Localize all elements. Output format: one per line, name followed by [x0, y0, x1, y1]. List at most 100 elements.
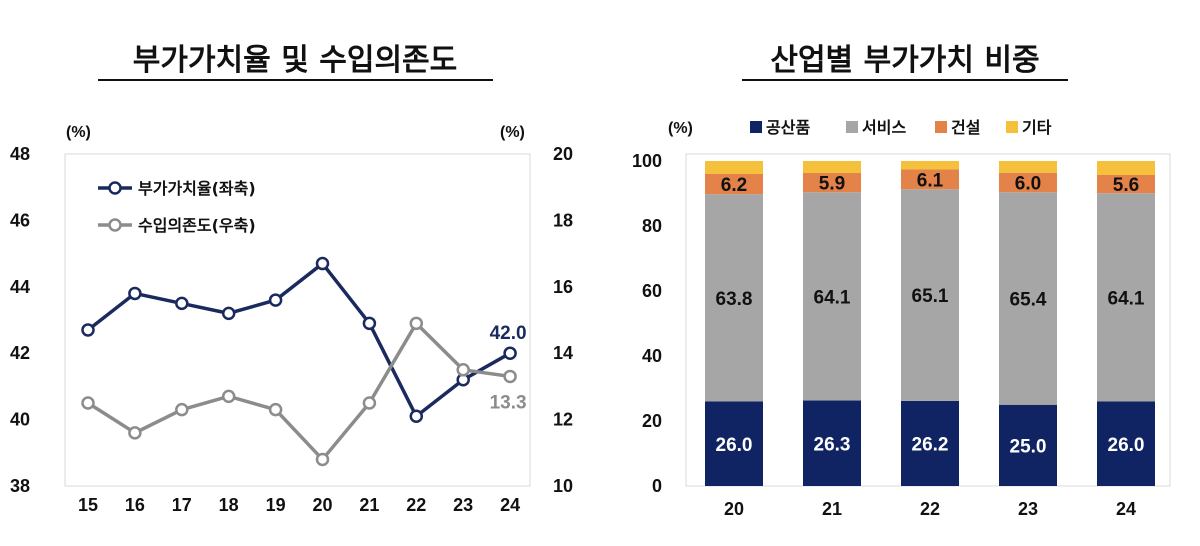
series-1-point — [128, 286, 142, 301]
line-x-tick-label: 22 — [406, 495, 426, 515]
legend-label: 수입의존도(우축) — [138, 216, 256, 235]
line-right-axis-ticks: 10 12 14 16 18 20 — [553, 144, 573, 496]
bar-x-tick-label: 21 — [822, 499, 842, 519]
line-left-tick-label: 44 — [10, 277, 30, 297]
legend-label: 부가가치율(좌축) — [138, 179, 256, 198]
legend-marker — [108, 218, 122, 232]
series-1-point — [409, 409, 424, 424]
series-1-point — [503, 346, 517, 360]
bar-segment-건설 — [803, 173, 861, 193]
bar-chart-title: 산업별 부가가치 비중 — [770, 43, 1039, 78]
legend-swatch — [750, 121, 762, 133]
legend-swatch — [1006, 121, 1018, 133]
line-left-tick-label: 42 — [10, 343, 30, 363]
line-left-tick-label: 40 — [10, 410, 30, 430]
bar-segment-공산품 — [803, 400, 861, 486]
bar-segment-기타 — [1097, 161, 1155, 175]
bar-segment-건설 — [705, 174, 763, 195]
bar-segment-label: 6.0 — [1015, 173, 1041, 194]
bar-segment-label: 26.0 — [1108, 435, 1145, 456]
bar-segment-label: 26.3 — [814, 434, 851, 455]
line-right-tick-label: 10 — [553, 476, 573, 496]
line-x-tick-label: 15 — [78, 495, 98, 515]
line-x-tick-label: 24 — [500, 495, 520, 515]
bar-segment-label: 64.1 — [1108, 288, 1145, 309]
bar-y-tick-label: 20 — [642, 411, 662, 431]
bar-segment-label: 6.2 — [721, 175, 747, 196]
bar-segment-label: 5.6 — [1113, 175, 1139, 196]
legend-label: 건설 — [951, 118, 980, 137]
legend-swatch — [935, 121, 947, 133]
bar-x-tick-label: 23 — [1018, 499, 1038, 519]
line-legend: 부가가치율(좌축) 수입의존도(우축) — [98, 179, 256, 235]
bar-x-axis-ticks: 20 21 22 23 24 — [724, 499, 1136, 519]
bar-segment-label: 5.9 — [819, 174, 845, 195]
bar-segment-기타 — [999, 161, 1057, 173]
series-1-end-label: 42.0 — [490, 323, 527, 344]
line-chart-title: 부가가치율 및 수입의존도 — [133, 43, 458, 78]
line-right-tick-label: 18 — [553, 210, 573, 230]
series-2-point — [221, 389, 236, 404]
series-2-point — [268, 402, 283, 417]
bar-segment-label: 65.1 — [912, 286, 949, 307]
series-1-point — [81, 323, 95, 337]
bar-segment-서비스 — [1097, 193, 1155, 402]
bar-x-tick-label: 20 — [724, 499, 744, 519]
series-2-point — [456, 363, 470, 377]
line-x-tick-label: 21 — [359, 495, 379, 515]
series-1-point — [221, 306, 236, 321]
bar-x-tick-label: 22 — [920, 499, 940, 519]
line-x-tick-label: 19 — [266, 495, 286, 515]
series-2-point — [81, 396, 95, 410]
series-1-point — [315, 256, 330, 271]
line-left-tick-label: 46 — [10, 210, 30, 230]
line-x-axis-ticks: 15 16 17 18 19 20 21 22 23 24 — [78, 495, 520, 515]
bar-x-tick-label: 24 — [1116, 499, 1136, 519]
bar-segment-건설 — [1097, 174, 1155, 194]
bar-y-tick-label: 40 — [642, 346, 662, 366]
bar-segment-공산품 — [901, 400, 959, 486]
series-line-2 — [87, 321, 511, 462]
line-right-unit: (%) — [500, 124, 525, 141]
line-left-tick-label: 48 — [10, 144, 30, 164]
bar-segment-기타 — [901, 161, 959, 170]
bar-y-axis-ticks: 0 20 40 60 80 100 — [632, 151, 662, 496]
bar-segment-서비스 — [803, 192, 861, 401]
bar-y-tick-label: 0 — [652, 476, 662, 496]
bar-segment-label: 6.1 — [917, 170, 944, 191]
bar-y-tick-label: 80 — [642, 216, 662, 236]
bar-unit: (%) — [668, 120, 693, 137]
series-1-point — [175, 296, 189, 311]
bar-segment-label: 25.0 — [1010, 436, 1047, 457]
line-x-tick-label: 16 — [125, 495, 145, 515]
series-2-point — [175, 402, 189, 417]
bar-segment-기타 — [803, 161, 861, 174]
bar-segment-서비스 — [901, 189, 959, 401]
bar-segment-건설 — [999, 172, 1057, 193]
line-left-unit: (%) — [66, 124, 91, 141]
line-x-tick-label: 20 — [312, 495, 332, 515]
line-left-tick-label: 38 — [10, 476, 30, 496]
line-right-tick-label: 12 — [553, 410, 573, 430]
bar-segment-기타 — [705, 161, 763, 174]
line-x-tick-label: 18 — [219, 495, 239, 515]
legend-label: 서비스 — [862, 118, 906, 137]
line-x-tick-label: 23 — [453, 495, 473, 515]
series-2-point — [315, 452, 330, 467]
line-plot-frame — [64, 153, 531, 487]
bar-y-tick-label: 100 — [632, 151, 662, 171]
series-2-point — [362, 396, 377, 410]
line-right-tick-label: 20 — [553, 144, 573, 164]
bar-segment-공산품 — [705, 401, 763, 486]
bar-segment-label: 26.2 — [912, 434, 949, 455]
series-2-point — [409, 316, 424, 331]
line-right-tick-label: 16 — [553, 277, 573, 297]
series-2-end-label: 13.3 — [490, 392, 527, 413]
bar-segment-건설 — [901, 169, 959, 190]
line-series-group: 42.0 13.3 — [81, 256, 527, 467]
line-right-tick-label: 14 — [553, 343, 573, 363]
line-x-tick-label: 17 — [172, 495, 192, 515]
legend-label: 기타 — [1022, 118, 1052, 137]
